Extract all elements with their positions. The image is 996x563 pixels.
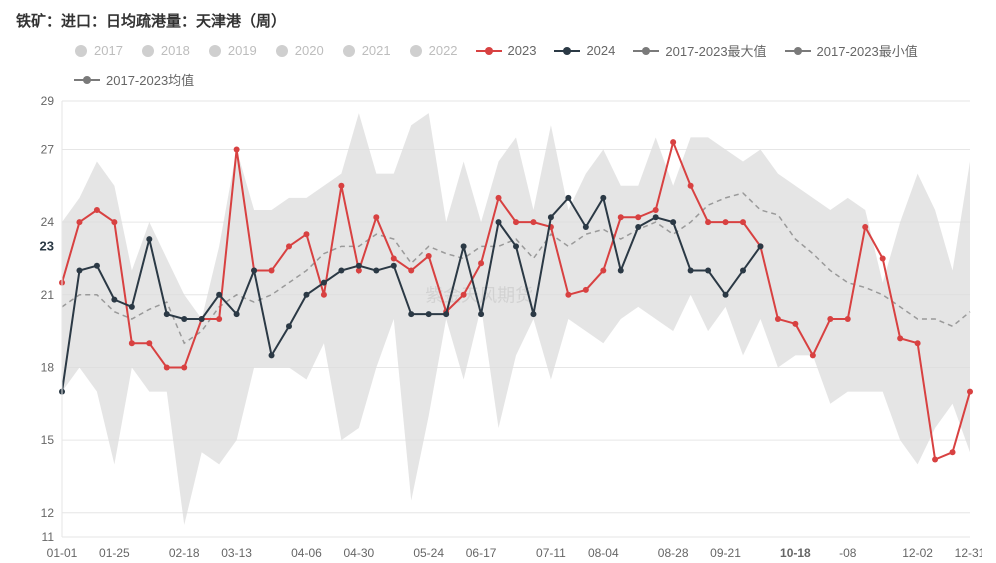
legend-label: 2019 [228,43,257,58]
svg-text:12-31: 12-31 [955,546,982,560]
svg-text:02-18: 02-18 [169,546,200,560]
svg-text:04-06: 04-06 [291,546,322,560]
svg-text:06-17: 06-17 [466,546,497,560]
legend-item-2024[interactable]: 2024 [554,43,615,58]
legend-swatch-2017 [74,44,88,58]
legend-swatch-2019 [208,44,222,58]
svg-text:08-04: 08-04 [588,546,619,560]
svg-text:07-11: 07-11 [536,546,566,560]
svg-text:11: 11 [42,530,55,544]
legend-item-min[interactable]: 2017-2023最小值 [785,41,918,60]
legend-swatch-2023 [476,44,502,58]
chart-container: { "title":"铁矿：进口：日均疏港量：天津港（周）", "waterma… [0,0,996,557]
legend-label: 2023 [508,43,537,58]
x-axis: 01-01 01-25 02-18 03-13 04-06 04-30 05-24 06-17… [47,546,982,560]
svg-text:21: 21 [41,288,55,302]
svg-text:01-25: 01-25 [99,546,130,560]
legend-item-2020[interactable]: 2020 [275,43,324,58]
legend-item-2017[interactable]: 2017 [74,43,123,58]
legend-label: 2017 [94,43,123,58]
svg-text:08-28: 08-28 [658,546,689,560]
legend-swatch-2022 [409,44,423,58]
svg-text:05-24: 05-24 [413,546,444,560]
legend: 2017 2018 2019 2020 2021 2022 2023 2024 2017-202… [14,39,982,93]
legend-swatch-2024 [554,44,580,58]
chart-plot-area: 111215182124272923紫金天风期货01-0101-2502-180… [14,93,982,563]
legend-item-avg[interactable]: 2017-2023均值 [74,70,194,89]
legend-item-2019[interactable]: 2019 [208,43,257,58]
svg-text:12: 12 [41,506,55,520]
y-highlight-label: 23 [40,238,54,253]
legend-label: 2020 [295,43,324,58]
legend-label: 2021 [362,43,391,58]
chart-title: 铁矿：进口：日均疏港量：天津港（周） [16,10,982,31]
legend-swatch-avg [74,73,100,87]
legend-item-2021[interactable]: 2021 [342,43,391,58]
svg-text:12-02: 12-02 [902,546,933,560]
legend-label: 2024 [586,43,615,58]
svg-text:03-13: 03-13 [221,546,252,560]
legend-label: 2017-2023最小值 [817,41,918,60]
svg-text:29: 29 [41,94,55,108]
legend-swatch-2021 [342,44,356,58]
legend-item-2022[interactable]: 2022 [409,43,458,58]
svg-text:15: 15 [41,433,55,447]
legend-item-2023[interactable]: 2023 [476,43,537,58]
legend-swatch-min [785,44,811,58]
legend-swatch-max [633,44,659,58]
svg-text:-08: -08 [839,546,857,560]
svg-text:27: 27 [41,142,55,156]
svg-text:09-21: 09-21 [710,546,741,560]
legend-swatch-2018 [141,44,155,58]
legend-item-max[interactable]: 2017-2023最大值 [633,41,766,60]
legend-item-2018[interactable]: 2018 [141,43,190,58]
svg-text:10-18: 10-18 [780,546,811,560]
legend-swatch-2020 [275,44,289,58]
legend-label: 2017-2023均值 [106,70,194,89]
y-axis: 11 12 15 18 21 24 27 29 [41,94,55,544]
legend-label: 2022 [429,43,458,58]
legend-label: 2017-2023最大值 [665,41,766,60]
svg-text:18: 18 [41,360,55,374]
svg-text:04-30: 04-30 [343,546,374,560]
svg-text:01-01: 01-01 [47,546,78,560]
svg-text:24: 24 [41,215,55,229]
legend-label: 2018 [161,43,190,58]
